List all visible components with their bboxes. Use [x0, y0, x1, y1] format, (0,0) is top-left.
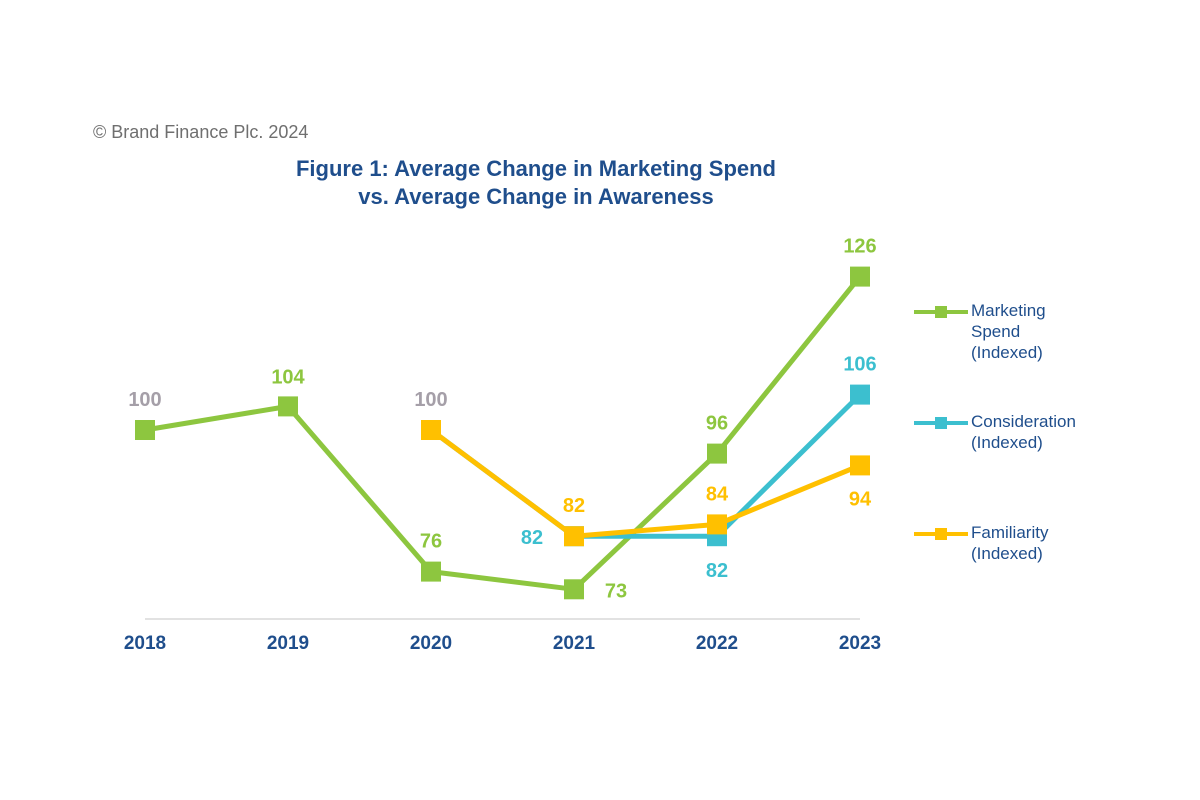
data-label-familiarity-2023: 94 [849, 488, 872, 510]
data-point-marketing-2020 [421, 561, 441, 582]
data-label-marketing-2023: 126 [843, 236, 876, 258]
series-line-consideration [429, 392, 862, 539]
data-label-marketing-2018: 100 [128, 389, 161, 411]
series-line-familiarity [429, 427, 861, 539]
series-line-marketing [144, 275, 862, 592]
x-tick-label-2018: 2018 [124, 633, 166, 654]
legend-label-marketing-spend: Marketing Spend (Indexed) [971, 301, 1046, 362]
copyright-text: © Brand Finance Plc. 2024 [93, 122, 309, 142]
data-label-familiarity-2021: 82 [563, 495, 585, 517]
data-label-marketing-2021: 73 [605, 580, 627, 602]
data-label-familiarity-2020: 100 [414, 389, 447, 411]
legend-label-familiarity: Familiarity (Indexed) [971, 523, 1049, 563]
legend-marker-consideration [935, 417, 947, 429]
data-point-marketing-2021 [564, 579, 584, 600]
x-tick-label-2020: 2020 [410, 633, 452, 654]
data-point-marketing-2023 [850, 266, 870, 287]
data-label-consideration-2022: 82 [706, 560, 728, 582]
data-label-marketing-2019: 104 [271, 366, 305, 388]
x-tick-label-2022: 2022 [696, 633, 738, 654]
data-point-marketing-2018 [135, 420, 155, 440]
chart-title-line-2: vs. Average Change in Awareness [358, 184, 714, 209]
legend-label-consideration: Consideration (Indexed) [971, 412, 1076, 452]
data-point-familiarity-2022 [707, 514, 727, 535]
data-point-marketing-2019 [278, 396, 298, 417]
data-point-familiarity-2020 [421, 420, 441, 440]
data-point-marketing-2022 [707, 443, 727, 464]
x-tick-label-2021: 2021 [553, 633, 596, 654]
chart-title: Figure 1: Average Change in Marketing Sp… [186, 155, 886, 211]
x-tick-label-2023: 2023 [839, 633, 881, 654]
data-point-familiarity-2023 [850, 455, 870, 476]
data-label-marketing-2022: 96 [706, 413, 728, 435]
data-label-consideration-2023: 106 [843, 354, 876, 376]
legend-marker-familiarity [935, 528, 947, 540]
data-point-consideration-2023 [850, 384, 870, 405]
data-label-marketing-2020: 76 [420, 531, 442, 553]
chart-title-line-1: Figure 1: Average Change in Marketing Sp… [295, 156, 776, 181]
x-tick-label-2019: 2019 [267, 633, 309, 654]
data-label-familiarity-2022: 84 [706, 483, 729, 505]
data-point-familiarity-2021 [564, 526, 584, 547]
legend-marker-marketing-spend [935, 306, 947, 318]
data-label-consideration-2021: 82 [521, 527, 543, 549]
